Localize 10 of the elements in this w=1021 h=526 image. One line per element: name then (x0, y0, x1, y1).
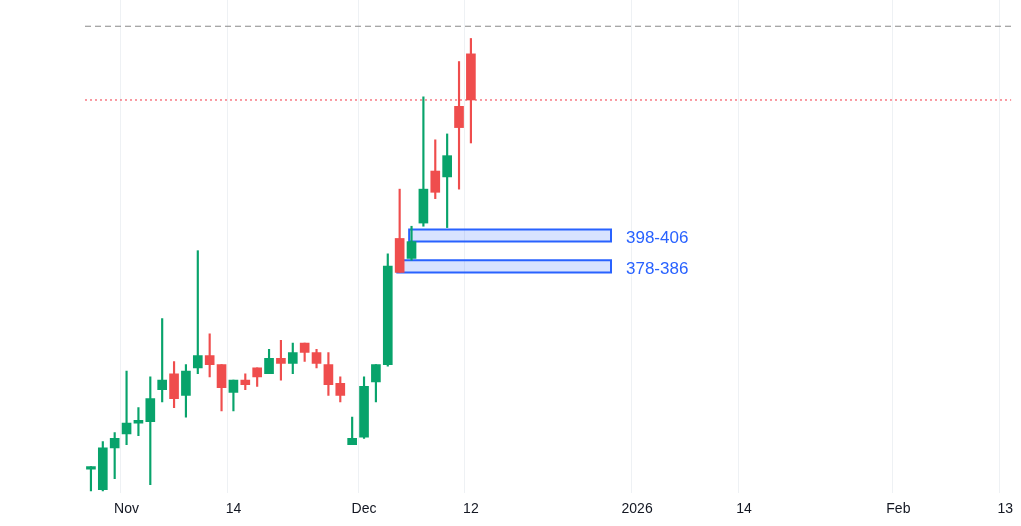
x-tick-label: Dec (351, 500, 377, 517)
x-tick-label: 14 (225, 500, 242, 517)
x-tick-label: Feb (886, 500, 911, 517)
band-label: 378-386 (626, 258, 689, 278)
x-tick-label: 13 (997, 500, 1014, 517)
x-tick-label: 2026 (621, 500, 653, 517)
x-tick-label: 12 (463, 500, 479, 517)
band-label: 398-406 (626, 228, 689, 248)
x-tick-label: 14 (736, 500, 752, 517)
x-tick-label: Nov (114, 500, 140, 517)
